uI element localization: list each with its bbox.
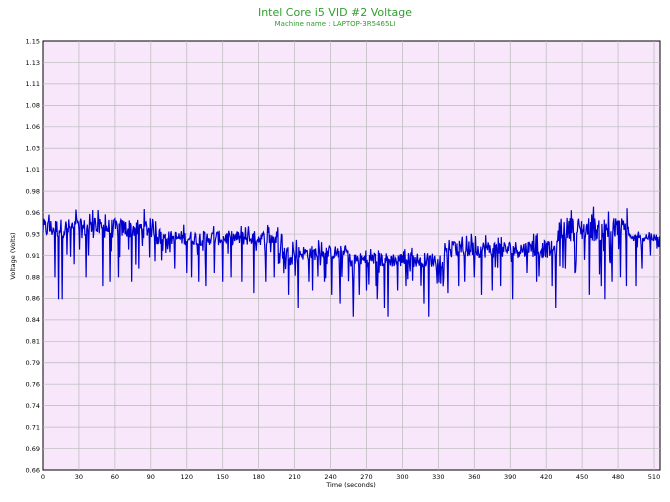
x-tick-label: 270 xyxy=(360,473,372,481)
y-tick-label: 1.15 xyxy=(26,37,40,45)
x-tick-label: 390 xyxy=(504,473,516,481)
x-tick-label: 60 xyxy=(111,473,119,481)
chart-title: Intel Core i5 VID #2 Voltage xyxy=(257,6,413,19)
y-tick-label: 1.01 xyxy=(26,166,40,174)
x-tick-label: 240 xyxy=(324,473,336,481)
x-tick-label: 30 xyxy=(75,473,83,481)
y-tick-label: 0.66 xyxy=(26,466,40,474)
x-tick-label: 0 xyxy=(41,473,45,481)
x-tick-label: 420 xyxy=(540,473,552,481)
y-tick-label: 0.93 xyxy=(26,230,40,238)
y-tick-label: 0.98 xyxy=(26,187,40,195)
y-tick-label: 0.86 xyxy=(26,295,40,303)
x-tick-label: 120 xyxy=(181,473,193,481)
x-tick-label: 90 xyxy=(147,473,155,481)
x-tick-label: 300 xyxy=(396,473,408,481)
y-tick-label: 0.96 xyxy=(26,209,40,217)
y-tick-label: 0.81 xyxy=(26,338,40,346)
y-tick-label: 1.11 xyxy=(26,80,40,88)
x-axis-label: Time (seconds) xyxy=(325,481,376,489)
series-line xyxy=(42,206,661,317)
x-axis-ticks: 0 30 60 90 120 150 180 210 240 270 300 330 360 390 420… xyxy=(41,473,660,481)
x-tick-label: 480 xyxy=(612,473,624,481)
y-axis-label: Voltage (Volts) xyxy=(9,232,17,279)
y-tick-label: 0.71 xyxy=(26,423,40,431)
y-tick-label: 0.88 xyxy=(26,273,40,281)
y-tick-label: 1.03 xyxy=(26,145,40,153)
x-tick-label: 510 xyxy=(648,473,660,481)
y-tick-label: 0.79 xyxy=(26,359,40,367)
x-tick-label: 330 xyxy=(432,473,444,481)
y-tick-label: 0.69 xyxy=(26,445,40,453)
chart-subtitle: Machine name : LAPTOP-3R5465LI xyxy=(274,20,396,28)
x-tick-label: 360 xyxy=(468,473,480,481)
y-tick-label: 1.13 xyxy=(26,59,40,67)
y-axis-ticks: 0.66 0.69 0.71 0.74 0.76 0.79 0.81 0.84 0.86 0.88… xyxy=(26,37,40,474)
x-tick-label: 210 xyxy=(288,473,300,481)
x-tick-label: 450 xyxy=(576,473,588,481)
y-tick-label: 0.91 xyxy=(26,252,40,260)
x-tick-label: 150 xyxy=(216,473,228,481)
y-tick-label: 0.74 xyxy=(26,402,40,410)
y-tick-label: 1.08 xyxy=(26,102,40,110)
y-tick-label: 0.76 xyxy=(26,381,40,389)
x-tick-label: 180 xyxy=(252,473,264,481)
y-tick-label: 0.84 xyxy=(26,316,40,324)
y-tick-label: 1.06 xyxy=(26,123,40,131)
